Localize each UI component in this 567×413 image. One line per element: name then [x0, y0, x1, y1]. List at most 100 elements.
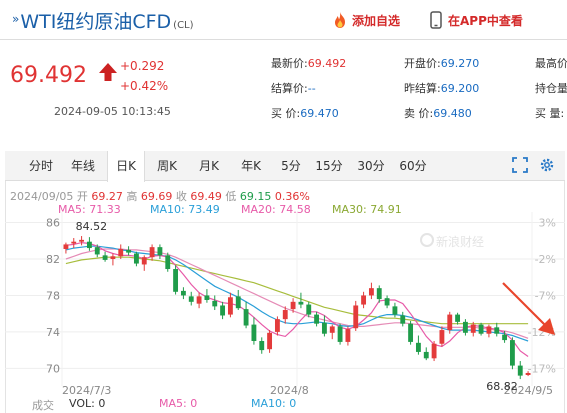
candle-body	[71, 241, 77, 244]
candle-body	[368, 288, 374, 296]
x-tick-label: 2024/7/3	[62, 384, 111, 397]
volume-label: 成交	[32, 399, 54, 412]
candle-body	[486, 326, 492, 334]
candle-body	[86, 241, 92, 249]
instrument-name: WTI纽约原油CFD	[20, 11, 172, 33]
tab-daily-k[interactable]: 日K	[107, 151, 145, 182]
double-chevron-icon: »	[12, 12, 20, 26]
candle-body	[392, 306, 398, 315]
tab-year-line[interactable]: 年线	[70, 159, 95, 173]
info-date: 2024/09/05	[10, 190, 74, 203]
candle-body	[478, 324, 484, 334]
candle-body	[94, 247, 100, 255]
ma10-legend: MA10: 73.49	[150, 203, 220, 216]
y-tick-label: 74	[46, 326, 60, 339]
volume-legend: 成交 VOL: 0 MA5: 0 MA10: 0	[0, 397, 567, 412]
bid-price-field: 买 价:69.470	[271, 107, 339, 120]
tab-60min[interactable]: 60分	[399, 159, 427, 173]
candle-body	[290, 301, 296, 310]
y-pct-tick-label: -17%	[528, 362, 556, 375]
open-in-app-button[interactable]: 在APP中查看	[430, 11, 523, 29]
info-close: 69.49	[190, 190, 222, 203]
candle-body	[251, 324, 257, 341]
candle-body	[345, 329, 351, 342]
tab-yearly-k[interactable]: 年K	[241, 159, 261, 173]
candle-body	[306, 304, 312, 315]
candle-body	[173, 269, 179, 292]
quote-timestamp: 2024-09-05 10:13:45	[54, 105, 171, 118]
candle-body	[141, 257, 147, 265]
prev-settle-field: 昨结算:69.200	[404, 82, 480, 95]
candle-body	[165, 255, 171, 270]
candle-body	[235, 296, 241, 309]
ma5-legend: MA5: 71.33	[58, 203, 121, 216]
bid-volume-field: 买 量:	[535, 107, 565, 120]
add-watchlist-button[interactable]: 添加自选	[332, 11, 400, 29]
candle-body	[415, 342, 421, 352]
fullscreen-icon[interactable]	[512, 157, 528, 173]
gear-icon[interactable]	[539, 157, 555, 173]
ma30-legend: MA30: 74.91	[332, 203, 402, 216]
y-pct-tick-label: -2%	[535, 253, 556, 266]
open-in-app-label: 在APP中查看	[448, 13, 523, 28]
candle-body	[63, 244, 69, 249]
candle-body	[157, 247, 163, 256]
tab-30min[interactable]: 30分	[357, 159, 385, 173]
candle-body	[110, 256, 116, 259]
candle-body	[282, 310, 288, 320]
settle-price-field: 结算价:--	[271, 82, 316, 95]
candle-body	[376, 288, 382, 300]
candle-body	[361, 295, 367, 305]
vol-value: VOL: 0	[69, 397, 106, 410]
vol-ma5: MA5: 0	[159, 397, 198, 410]
candle-body	[220, 305, 226, 316]
up-arrow-icon	[99, 63, 117, 81]
header: »WTI纽约原油CFD (CL) 添加自选 在APP中查看	[0, 0, 567, 40]
y-tick-label: 86	[46, 217, 60, 230]
tab-weekly-k[interactable]: 周K	[157, 159, 177, 173]
add-watchlist-label: 添加自选	[352, 13, 401, 28]
y-pct-tick-label: -7%	[535, 289, 556, 302]
vol-ma10: MA10: 0	[251, 397, 297, 410]
tab-monthly-k[interactable]: 月K	[199, 159, 219, 173]
candle-body	[212, 300, 218, 307]
info-pct: 0.36%	[274, 190, 310, 203]
info-open: 69.27	[91, 190, 123, 203]
watermark: 新浪财经	[420, 233, 484, 249]
candle-body	[298, 301, 304, 305]
candle-body	[384, 298, 390, 306]
candle-body	[204, 295, 210, 300]
candle-body	[353, 305, 359, 329]
candle-body	[79, 239, 85, 242]
candle-body	[517, 365, 523, 376]
candle-body	[455, 314, 461, 322]
candle-body	[431, 343, 437, 359]
candle-body	[447, 314, 453, 331]
info-low: 69.15	[239, 190, 272, 203]
period-tabs: 分时 年线 日K 周K 月K 年K 5分 15分 30分 60分	[5, 151, 565, 182]
open-interest-field: 持仓量:	[535, 82, 567, 95]
tab-5min[interactable]: 5分	[281, 159, 301, 173]
trend-arrow	[502, 282, 555, 335]
candle-body	[321, 322, 327, 334]
x-tick-label: 2024/9/5	[504, 384, 553, 397]
price-change-pct: +0.42%	[120, 79, 169, 93]
candle-body	[149, 247, 155, 258]
candle-body	[126, 249, 132, 253]
candle-body	[400, 315, 406, 324]
instrument-code: (CL)	[173, 20, 194, 31]
y-tick-label: 82	[46, 253, 60, 266]
candle-body	[329, 326, 335, 333]
candle-body	[102, 255, 108, 260]
ma-legend: MA5: 71.33 MA10: 73.49 MA20: 74.58 MA30:…	[0, 203, 567, 217]
candle-body	[423, 351, 429, 359]
candle-body	[259, 341, 265, 351]
tab-15min[interactable]: 15分	[315, 159, 343, 173]
candle-body	[274, 319, 280, 332]
svg-text:新浪财经: 新浪财经	[436, 234, 484, 249]
tab-intraday[interactable]: 分时	[28, 159, 53, 173]
page-title: »WTI纽约原油CFD (CL)	[12, 7, 194, 34]
candle-body	[196, 296, 202, 304]
candle-body	[525, 372, 531, 375]
